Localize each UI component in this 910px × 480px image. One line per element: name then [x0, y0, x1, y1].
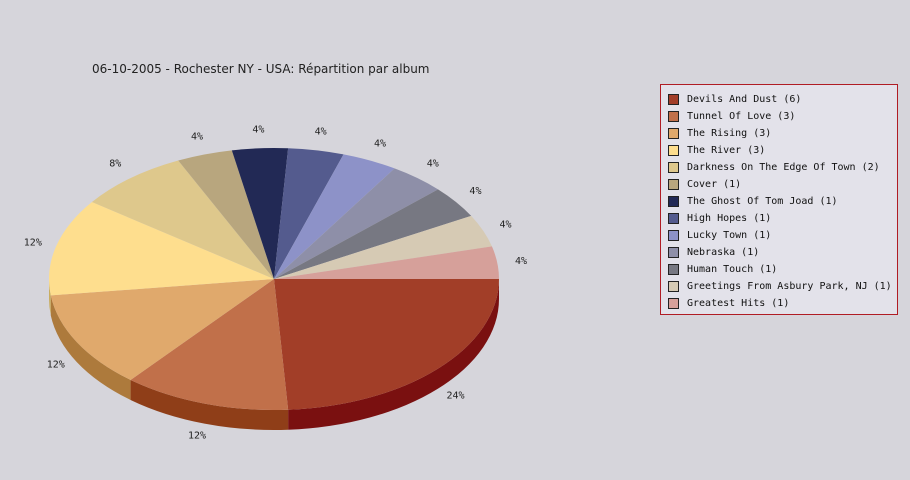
- legend-swatch: [668, 264, 679, 275]
- legend-item: Cover (1): [661, 176, 897, 193]
- legend-label: The River (3): [687, 145, 766, 156]
- legend-swatch: [668, 162, 679, 173]
- pie-slice: [50, 279, 274, 380]
- legend-swatch: [668, 145, 679, 156]
- legend-swatch: [668, 247, 679, 258]
- pie-slice: [274, 246, 499, 279]
- pie-slice-side: [288, 279, 499, 430]
- legend-item: Greatest Hits (1): [661, 295, 897, 312]
- pie-slice: [274, 279, 499, 410]
- slice-percent-label: 4%: [515, 256, 527, 267]
- pie-slice-side: [48, 279, 51, 316]
- legend-label: Devils And Dust (6): [687, 94, 802, 105]
- slice-percent-label: 12%: [188, 431, 206, 442]
- legend-item: The River (3): [661, 142, 897, 159]
- legend-item: High Hopes (1): [661, 210, 897, 227]
- legend-label: Cover (1): [687, 179, 742, 190]
- legend-label: The Rising (3): [687, 128, 772, 139]
- pie-slice: [274, 215, 492, 279]
- legend-label: The Ghost Of Tom Joad (1): [687, 196, 838, 207]
- legend-swatch: [668, 213, 679, 224]
- pie-slice: [130, 279, 289, 410]
- slice-percent-label: 4%: [374, 138, 386, 149]
- legend-swatch: [668, 128, 679, 139]
- legend-label: Darkness On The Edge Of Town (2): [687, 162, 880, 173]
- pie-slice: [91, 160, 274, 279]
- legend-item: Human Touch (1): [661, 261, 897, 278]
- pie-slice: [274, 189, 472, 279]
- legend-label: Human Touch (1): [687, 264, 778, 275]
- pie-slice-side: [50, 295, 131, 400]
- pie-slice: [231, 148, 289, 279]
- pie-slice: [178, 150, 274, 279]
- slice-percent-label: 4%: [499, 219, 511, 230]
- legend-item: Darkness On The Edge Of Town (2): [661, 159, 897, 176]
- legend-item: Devils And Dust (6): [661, 91, 897, 108]
- legend-label: Greatest Hits (1): [687, 298, 790, 309]
- legend-label: High Hopes (1): [687, 213, 772, 224]
- legend-item: The Rising (3): [661, 125, 897, 142]
- slice-percent-label: 24%: [446, 390, 464, 401]
- chart-title: 06-10-2005 - Rochester NY - USA: Réparti…: [92, 62, 430, 76]
- slice-percent-label: 12%: [24, 237, 42, 248]
- legend-swatch: [668, 111, 679, 122]
- legend-label: Greetings From Asbury Park, NJ (1): [687, 281, 892, 292]
- pie-slice: [274, 168, 439, 279]
- slice-percent-label: 4%: [191, 131, 203, 142]
- slice-percent-label: 4%: [427, 159, 439, 170]
- slice-percent-label: 8%: [109, 159, 121, 170]
- legend-swatch: [668, 94, 679, 105]
- legend-swatch: [668, 298, 679, 309]
- legend-swatch: [668, 196, 679, 207]
- slice-percent-label: 4%: [469, 186, 481, 197]
- legend-swatch: [668, 179, 679, 190]
- legend-label: Lucky Town (1): [687, 230, 772, 241]
- legend-item: Lucky Town (1): [661, 227, 897, 244]
- pie-slice: [48, 202, 275, 296]
- legend-item: Tunnel Of Love (3): [661, 108, 897, 125]
- slice-percent-label: 4%: [252, 124, 264, 135]
- legend-item: The Ghost Of Tom Joad (1): [661, 193, 897, 210]
- legend: Devils And Dust (6) Tunnel Of Love (3) The…: [660, 84, 898, 315]
- legend-swatch: [668, 230, 679, 241]
- pie-slice-side: [130, 379, 289, 430]
- pie-slice: [274, 154, 395, 279]
- legend-swatch: [668, 281, 679, 292]
- legend-item: Greetings From Asbury Park, NJ (1): [661, 278, 897, 295]
- pie-slice: [274, 148, 344, 279]
- slice-percent-label: 12%: [47, 360, 65, 371]
- legend-label: Nebraska (1): [687, 247, 760, 258]
- legend-label: Tunnel Of Love (3): [687, 111, 796, 122]
- slice-percent-label: 4%: [315, 127, 327, 138]
- legend-item: Nebraska (1): [661, 244, 897, 261]
